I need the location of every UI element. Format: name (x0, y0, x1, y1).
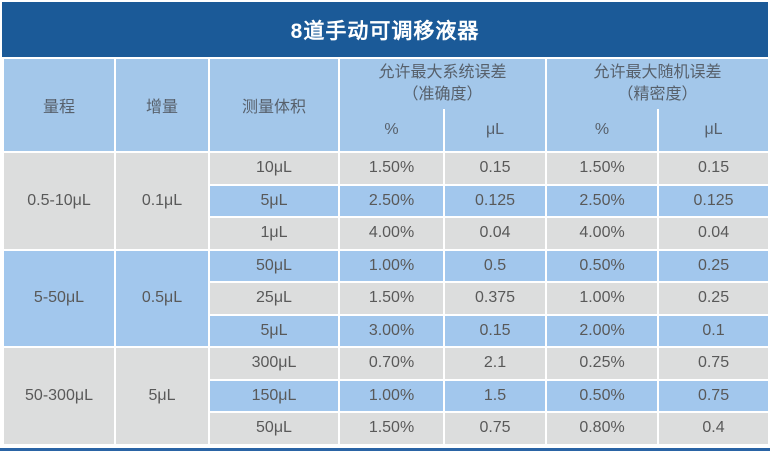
rand-pct-cell: 4.00% (545, 216, 660, 251)
col-header-systematic-error: 允许最大系统误差 （准确度） (337, 57, 548, 109)
sys-ul-cell: 0.15 (442, 313, 548, 348)
col-header-volume: 测量体积 (208, 57, 340, 153)
volume-cell: 10μL (208, 151, 340, 186)
rand-ul-cell: 0.125 (657, 183, 770, 218)
volume-cell: 150μL (208, 378, 340, 413)
rand-ul-cell: 0.15 (657, 151, 770, 186)
increment-cell: 0.1μL (114, 151, 210, 251)
table-title-bar: 8道手动可调移液器 (2, 2, 768, 57)
rand-ul-cell: 0.75 (657, 346, 770, 381)
table-row: 50-300μL 5μL 300μL 0.70% 2.1 0.25% 0.75 (2, 346, 770, 446)
sys-ul-cell: 1.5 (442, 378, 548, 413)
range-cell: 0.5-10μL (2, 151, 116, 251)
sys-ul-cell: 0.04 (442, 216, 548, 251)
sys-pct-cell: 1.50% (338, 281, 445, 316)
sys-ul-cell: 0.75 (442, 411, 548, 446)
col-header-sys-percent: % (338, 109, 445, 153)
header-row-groups: 量程 增量 测量体积 允许最大系统误差 （准确度） 允许最大随机误差 （精密度） (2, 57, 770, 153)
increment-cell: 5μL (114, 346, 210, 446)
rand-ul-cell: 0.25 (657, 248, 770, 283)
table-row: 50μL 1.50% 0.75 0.80% 0.4 (3, 411, 770, 446)
col-header-increment: 增量 (114, 57, 210, 153)
rand-ul-cell: 0.25 (657, 281, 770, 316)
sys-ul-cell: 0.15 (442, 151, 548, 186)
rand-ul-cell: 0.1 (657, 313, 770, 348)
rand-pct-cell: 0.50% (545, 378, 660, 413)
random-error-line1: 允许最大随机误差 (593, 64, 722, 82)
rand-pct-cell: 0.25% (545, 346, 660, 381)
rand-ul-cell: 0.04 (657, 216, 770, 251)
sys-ul-cell: 0.125 (442, 183, 548, 218)
table-row: 0.5-10μL 0.1μL 10μL 1.50% 0.15 1.50% 0.1… (2, 151, 770, 251)
sys-pct-cell: 1.00% (338, 248, 445, 283)
col-header-range: 量程 (2, 57, 116, 153)
range-cell: 5-50μL (2, 248, 116, 348)
volume-cell: 25μL (208, 281, 340, 316)
rand-pct-cell: 0.50% (545, 248, 660, 283)
rand-pct-cell: 2.50% (545, 183, 660, 218)
systematic-error-line2: （准确度） (402, 86, 483, 103)
page-title: 8道手动可调移液器 (290, 19, 480, 43)
col-header-rand-ul: μL (657, 109, 770, 153)
table-row: 25μL 1.50% 0.375 1.00% 0.25 (3, 281, 770, 316)
col-header-rand-percent: % (545, 109, 660, 153)
rand-pct-cell: 2.00% (545, 313, 660, 348)
sys-ul-cell: 0.5 (442, 248, 548, 283)
table-row: 1μL 4.00% 0.04 4.00% 0.04 (3, 216, 770, 251)
sys-pct-cell: 1.50% (338, 411, 445, 446)
sys-pct-cell: 3.00% (338, 313, 445, 348)
volume-cell: 5μL (208, 183, 340, 218)
table-row: 5μL 2.50% 0.125 2.50% 0.125 (3, 183, 770, 218)
sys-ul-cell: 0.375 (442, 281, 548, 316)
sys-ul-cell: 2.1 (442, 346, 548, 381)
table-row: 5-50μL 0.5μL 50μL 1.00% 0.5 0.50% 0.25 (2, 248, 770, 348)
table-row: 150μL 1.00% 1.5 0.50% 0.75 (3, 378, 770, 413)
volume-cell: 50μL (208, 411, 340, 446)
sys-pct-cell: 1.00% (338, 378, 445, 413)
random-error-line2: （精密度） (617, 86, 698, 103)
table-row: 5μL 3.00% 0.15 2.00% 0.1 (3, 313, 770, 348)
increment-cell: 0.5μL (114, 248, 210, 348)
rand-pct-cell: 0.80% (545, 411, 660, 446)
volume-cell: 50μL (208, 248, 340, 283)
sys-pct-cell: 4.00% (338, 216, 445, 251)
range-cell: 50-300μL (2, 346, 116, 446)
volume-cell: 300μL (208, 346, 340, 381)
header-row-units: % μL % μL (3, 109, 770, 153)
volume-cell: 5μL (208, 313, 340, 348)
rand-ul-cell: 0.75 (657, 378, 770, 413)
col-header-random-error: 允许最大随机误差 （精密度） (545, 57, 770, 109)
rand-pct-cell: 1.50% (545, 151, 660, 186)
spec-table: 量程 增量 测量体积 允许最大系统误差 （准确度） 允许最大随机误差 （精密度）… (2, 57, 770, 446)
col-header-sys-ul: μL (442, 109, 548, 153)
rand-pct-cell: 1.00% (545, 281, 660, 316)
volume-cell: 1μL (208, 216, 340, 251)
systematic-error-line1: 允许最大系统误差 (378, 64, 507, 82)
sys-pct-cell: 2.50% (338, 183, 445, 218)
sys-pct-cell: 1.50% (338, 151, 445, 186)
sys-pct-cell: 0.70% (338, 346, 445, 381)
rand-ul-cell: 0.4 (657, 411, 770, 446)
